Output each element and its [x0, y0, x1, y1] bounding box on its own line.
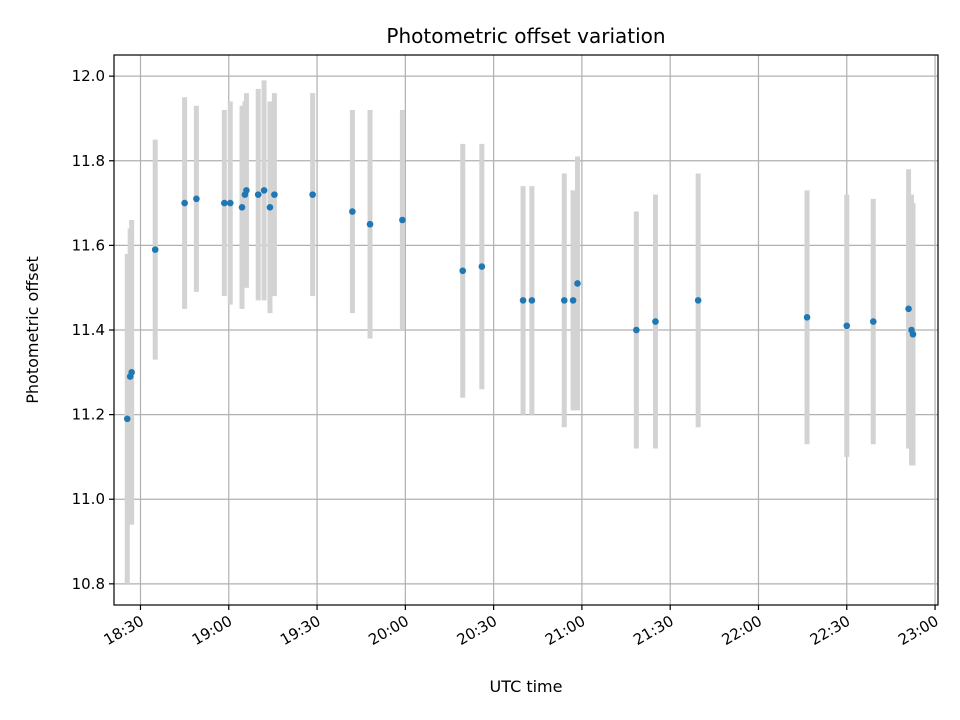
- data-point: [633, 326, 640, 334]
- data-point: [238, 204, 246, 211]
- y-tick-label: 11.6: [72, 236, 105, 254]
- data-point: [803, 314, 811, 321]
- data-point: [652, 318, 659, 325]
- data-point: [226, 199, 234, 207]
- data-point: [574, 280, 581, 287]
- data-point: [569, 297, 577, 304]
- grid: [114, 55, 938, 605]
- data-point: [349, 208, 356, 215]
- data-point: [459, 267, 467, 275]
- y-axis-ticks: 10.8 11.0 11.2 11.4 11.6 11.8 12.0: [72, 67, 114, 593]
- data-point: [909, 330, 917, 338]
- data-point: [271, 191, 278, 198]
- data-point: [694, 297, 702, 304]
- data-point: [528, 297, 536, 304]
- y-tick-label: 10.8: [72, 575, 105, 593]
- data-point: [181, 199, 188, 207]
- data-point: [193, 195, 200, 203]
- data-point: [260, 187, 268, 194]
- chart-title: Photometric offset variation: [386, 24, 665, 48]
- data-point: [128, 369, 135, 376]
- data-point: [243, 187, 250, 194]
- y-axis-label: Photometric offset: [23, 256, 42, 404]
- data-point: [221, 199, 228, 207]
- data-point: [123, 415, 131, 423]
- data-point: [560, 297, 568, 304]
- data-point: [366, 220, 374, 228]
- y-tick-label: 11.8: [72, 152, 105, 170]
- y-tick-label: 11.4: [72, 321, 105, 339]
- data-point: [309, 191, 316, 198]
- data-point: [266, 204, 274, 211]
- data-point: [869, 318, 877, 325]
- data-point: [905, 305, 912, 313]
- data-points: [123, 187, 917, 423]
- data-point: [843, 322, 851, 330]
- data-point: [399, 216, 406, 224]
- data-point: [478, 263, 486, 270]
- y-tick-label: 12.0: [72, 67, 105, 85]
- y-tick-label: 11.0: [72, 490, 105, 508]
- y-tick-label: 11.2: [72, 406, 105, 424]
- x-axis-label: UTC time: [490, 677, 563, 696]
- data-point: [519, 297, 527, 304]
- data-point: [151, 246, 159, 253]
- data-point: [254, 191, 262, 198]
